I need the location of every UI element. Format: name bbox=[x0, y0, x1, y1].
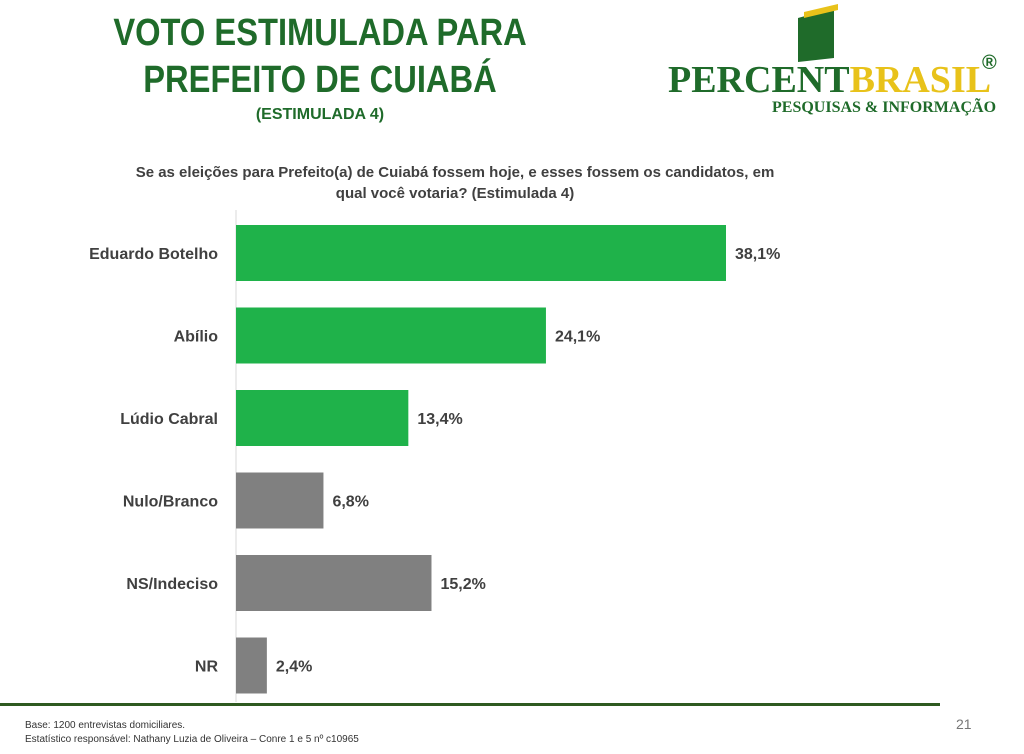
question-line-2: qual você votaria? (Estimulada 4) bbox=[335, 185, 575, 202]
registered-mark: ® bbox=[982, 52, 997, 74]
value-label-3: 6,8% bbox=[332, 494, 368, 511]
value-label-5: 2,4% bbox=[276, 659, 312, 676]
category-label-5: NR bbox=[195, 659, 219, 676]
page-title: VOTO ESTIMULADA PARA PREFEITO DE CUIABÁ bbox=[96, 10, 543, 104]
bar-1 bbox=[236, 307, 546, 364]
footer-divider bbox=[0, 703, 940, 706]
category-label-0: Eduardo Botelho bbox=[89, 246, 218, 263]
bar-5 bbox=[236, 637, 267, 694]
value-label-0: 38,1% bbox=[735, 246, 780, 263]
category-label-2: Lúdio Cabral bbox=[120, 411, 218, 428]
bar-0 bbox=[236, 225, 726, 281]
percentbrasil-logo: PERCENTBRASIL ® PESQUISAS & INFORMAÇÃO bbox=[668, 2, 1008, 122]
logo-flag-icon bbox=[798, 4, 838, 62]
page-number: 21 bbox=[956, 716, 972, 732]
title-line-1: VOTO ESTIMULADA PARA bbox=[113, 12, 527, 54]
category-label-3: Nulo/Branco bbox=[123, 494, 218, 511]
bar-3 bbox=[236, 472, 324, 529]
category-label-1: Abílio bbox=[174, 329, 219, 346]
logo-wordmark: PERCENTBRASIL bbox=[668, 60, 991, 100]
logo-tagline: PESQUISAS & INFORMAÇÃO bbox=[772, 99, 997, 116]
page-subtitle: (ESTIMULADA 4) bbox=[255, 106, 385, 123]
category-label-4: NS/Indeciso bbox=[126, 576, 218, 593]
question-line-1: Se as eleições para Prefeito(a) de Cuiab… bbox=[135, 164, 775, 181]
logo-text-percent: PERCENT bbox=[668, 59, 850, 101]
survey-question: Se as eleições para Prefeito(a) de Cuiab… bbox=[110, 162, 800, 204]
bar-4 bbox=[236, 555, 432, 611]
value-label-2: 13,4% bbox=[417, 411, 462, 428]
footer-notes: Base: 1200 entrevistas domiciliares. Est… bbox=[25, 719, 359, 747]
value-label-1: 24,1% bbox=[555, 329, 600, 346]
footer-statistician: Estatístico responsável: Nathany Luzia d… bbox=[25, 734, 359, 745]
value-label-4: 15,2% bbox=[440, 576, 485, 593]
title-line-2: PREFEITO DE CUIABÁ bbox=[143, 59, 497, 101]
bar-2 bbox=[236, 390, 409, 446]
logo-text-brasil: BRASIL bbox=[849, 59, 992, 101]
footer-base: Base: 1200 entrevistas domiciliares. bbox=[25, 720, 186, 731]
